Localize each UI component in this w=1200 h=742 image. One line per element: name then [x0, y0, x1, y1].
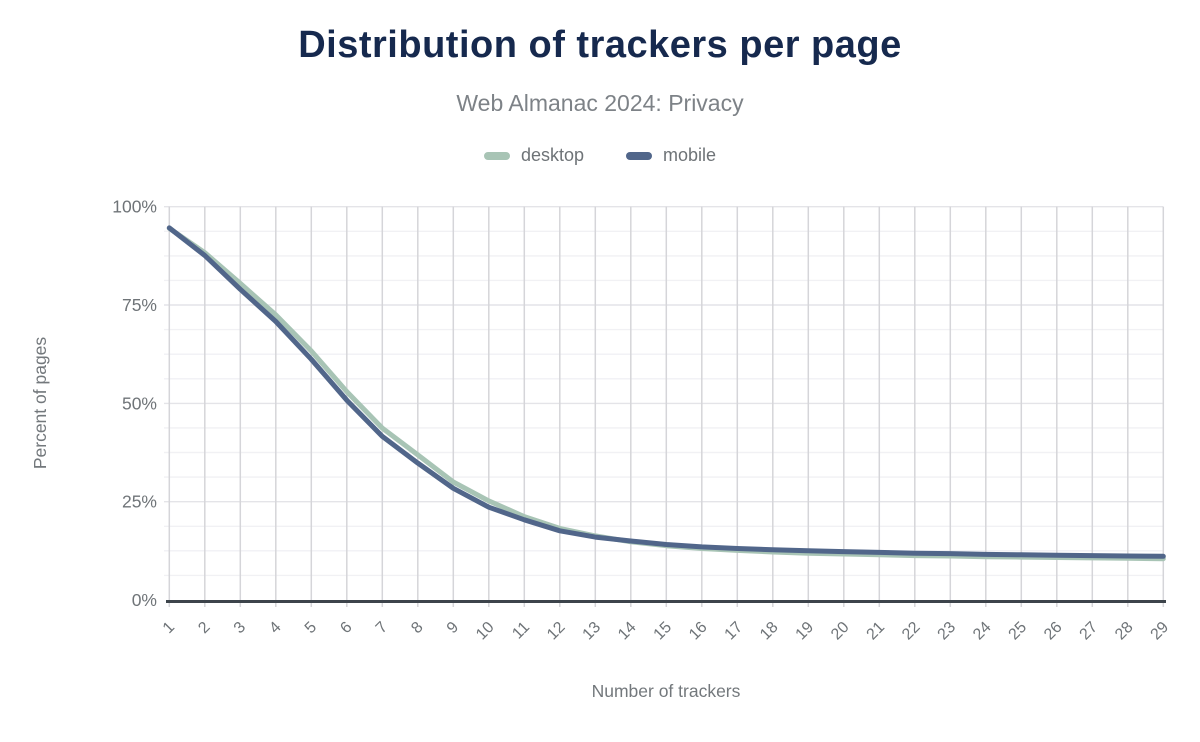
x-tick-label: 14 [615, 619, 640, 644]
x-tick-label: 25 [1006, 619, 1031, 644]
x-tick-label: 11 [509, 619, 533, 643]
x-tick-label: 6 [337, 619, 355, 637]
legend-swatch-desktop [483, 151, 510, 160]
x-tick-label: 26 [1041, 619, 1066, 644]
x-tick-label: 23 [935, 619, 960, 644]
x-tick-label: 7 [373, 619, 391, 637]
x-tick-label: 20 [828, 619, 853, 644]
y-tick-label: 25% [122, 492, 157, 512]
x-tick-label: 8 [408, 619, 426, 637]
x-tick-label: 19 [793, 619, 818, 644]
x-tick-label: 22 [899, 619, 924, 644]
x-tick-label: 24 [970, 619, 995, 644]
x-tick-label: 3 [231, 619, 249, 637]
y-axis-title: Percent of pages [30, 337, 50, 470]
x-tick-label: 9 [444, 619, 462, 637]
legend-item-desktop: desktop [483, 145, 584, 166]
x-tick-label: 10 [473, 619, 498, 644]
legend-swatch-mobile [626, 151, 652, 160]
legend-item-mobile: mobile [626, 145, 716, 166]
x-tick-label: 16 [686, 619, 711, 644]
x-tick-label: 5 [302, 619, 320, 637]
x-tick-label: 21 [864, 619, 889, 644]
x-tick-label: 17 [722, 619, 747, 644]
y-tick-label: 50% [122, 393, 157, 413]
x-tick-label: 4 [266, 619, 284, 637]
chart-title: Distribution of trackers per page [298, 24, 902, 66]
series-line-mobile [166, 225, 1166, 559]
chart-legend: desktop mobile [0, 145, 1200, 166]
x-tick-label: 1 [160, 619, 178, 637]
x-tick-label: 18 [757, 619, 782, 644]
y-tick-label: 75% [122, 295, 157, 315]
x-tick-label: 27 [1077, 619, 1102, 644]
x-tick-label: 15 [651, 619, 676, 644]
y-tick-label: 0% [132, 590, 157, 610]
chart-subtitle: Web Almanac 2024: Privacy [456, 90, 744, 116]
x-tick-label: 2 [195, 619, 213, 637]
x-axis-title: Number of trackers [592, 681, 741, 701]
legend-label-desktop: desktop [520, 145, 584, 165]
x-tick-label: 28 [1112, 619, 1137, 644]
x-tick-label: 13 [580, 619, 605, 644]
x-tick-label: 12 [544, 619, 569, 644]
legend-label-mobile: mobile [663, 145, 717, 165]
y-tick-label: 100% [112, 197, 157, 217]
x-tick-label: 29 [1148, 619, 1173, 644]
